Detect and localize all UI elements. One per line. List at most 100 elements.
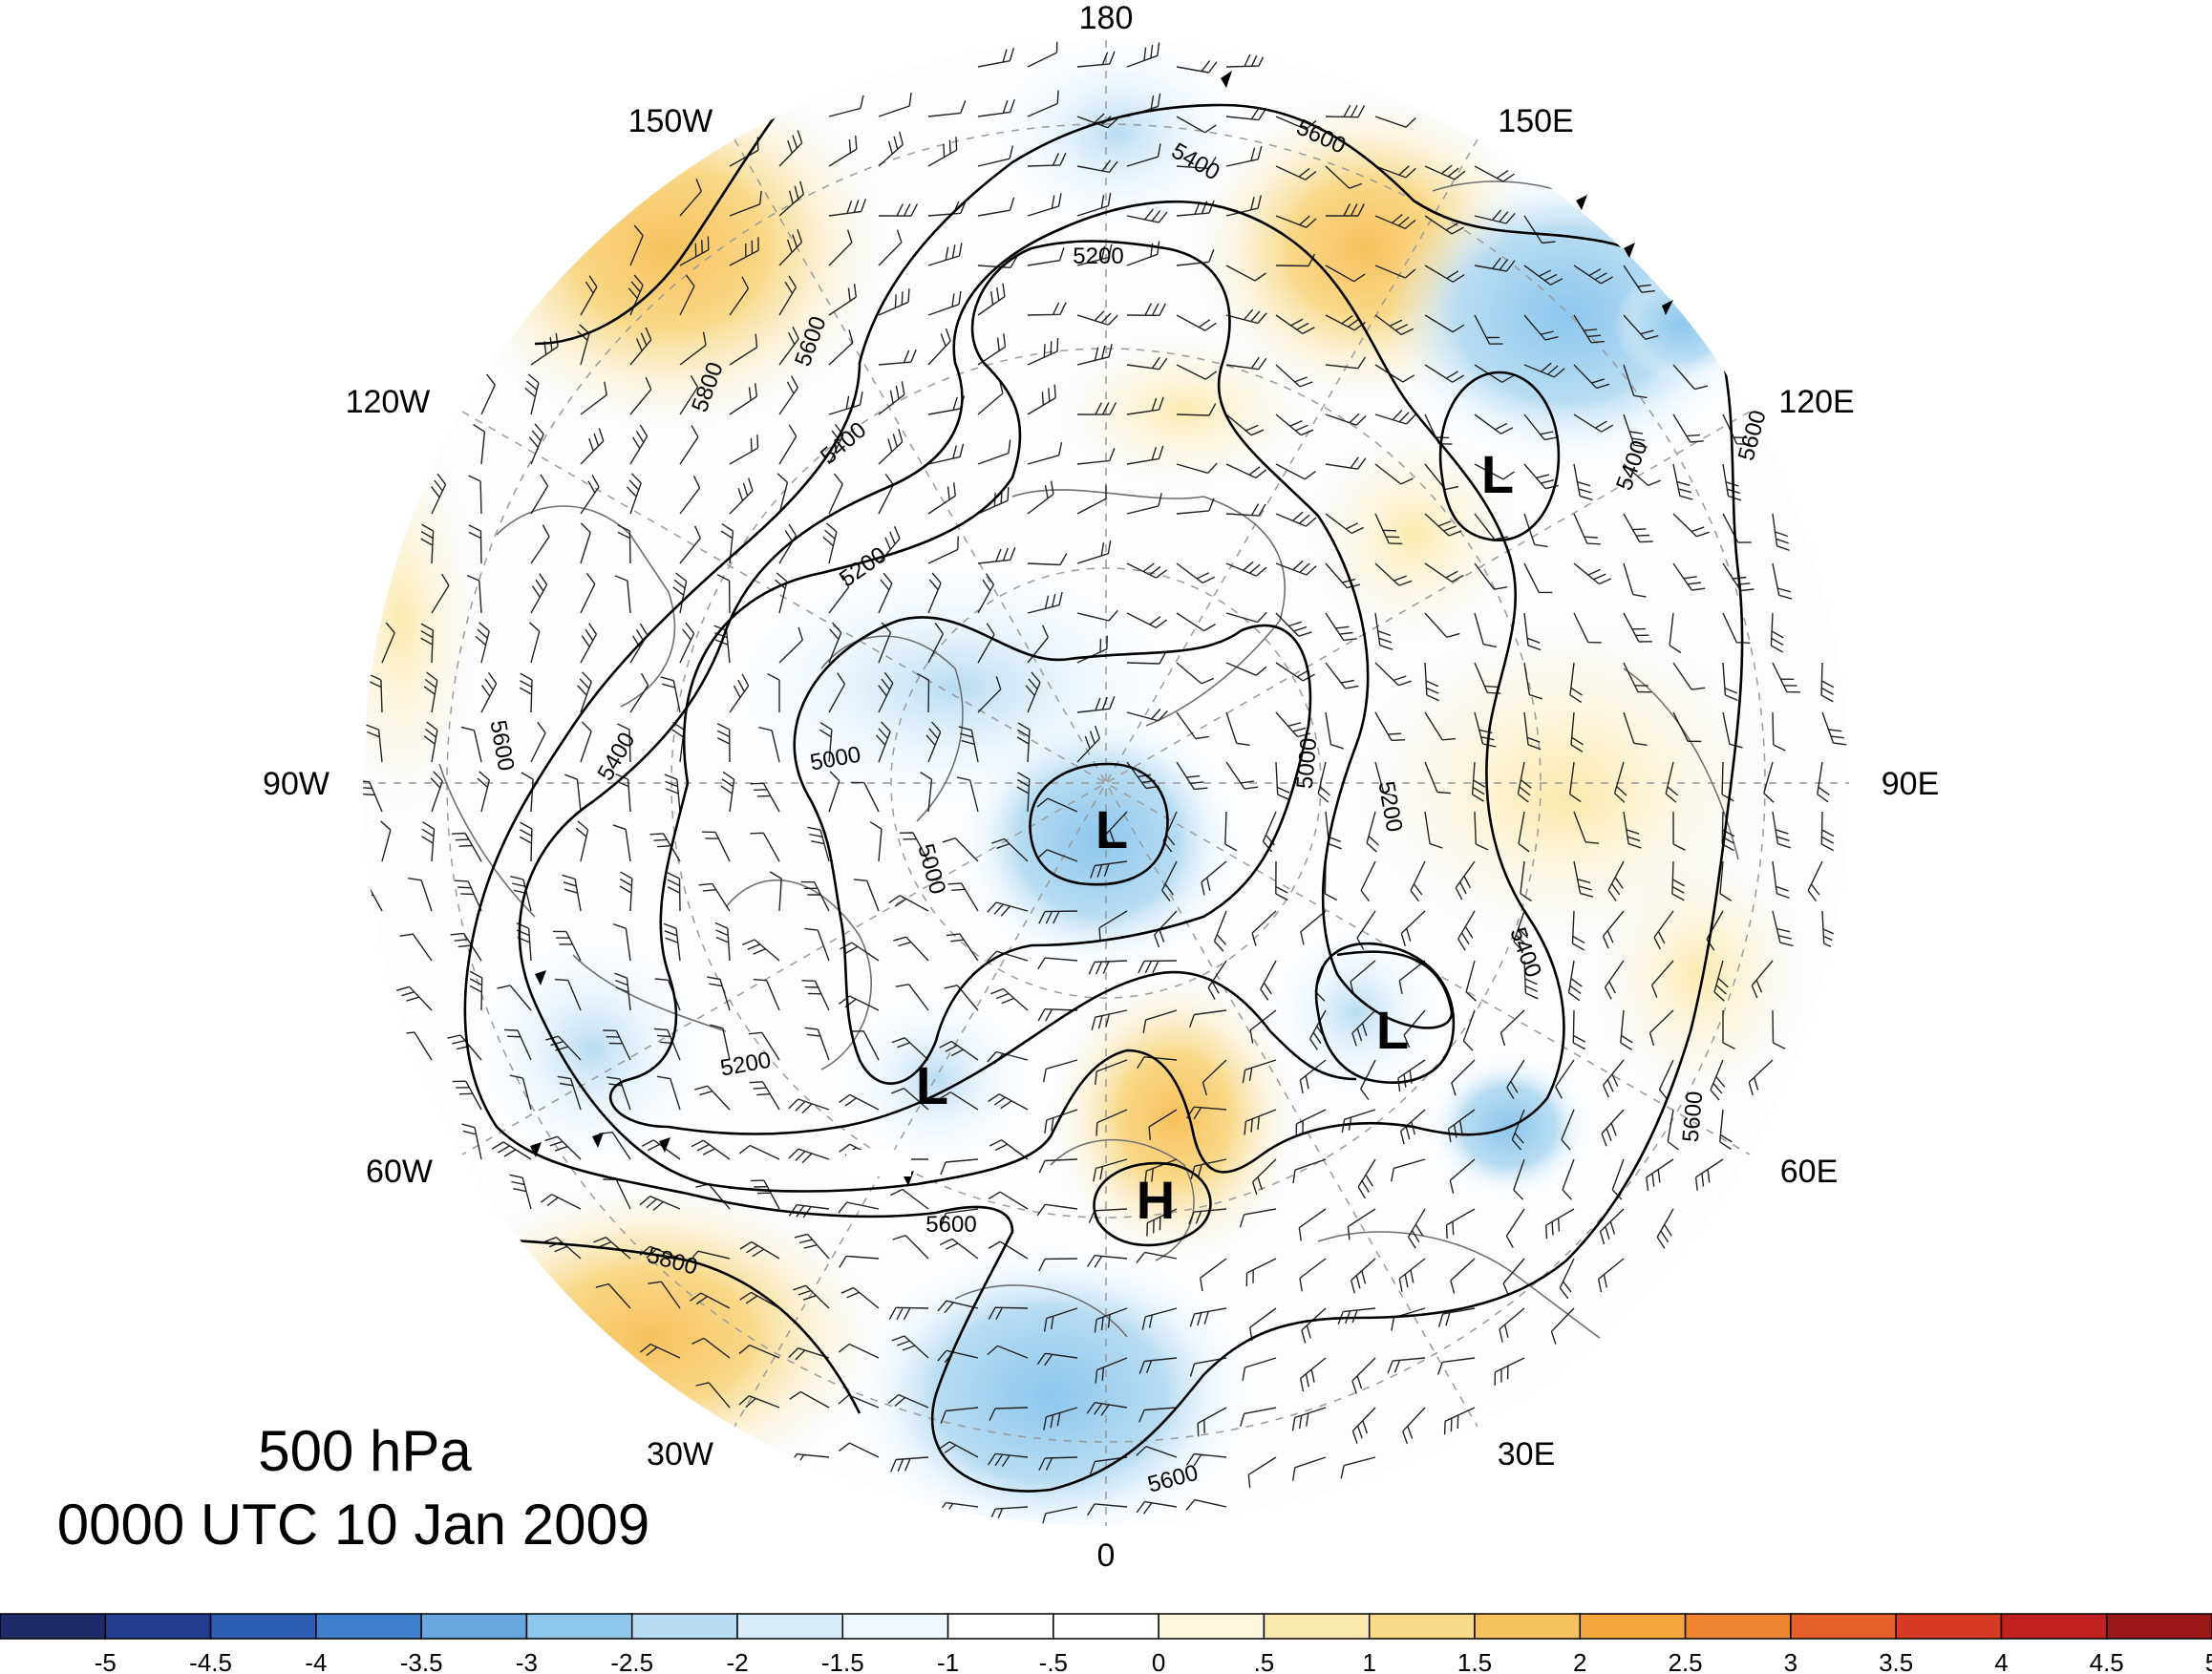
wind-barb [1357, 1158, 1376, 1199]
wind-barb [614, 972, 631, 1011]
wind-barb [491, 1141, 532, 1160]
colorbar-box [1895, 1613, 2003, 1640]
wind-barb [1325, 413, 1367, 426]
wind-barb [1141, 1307, 1178, 1330]
wind-barb [1016, 772, 1031, 813]
wind-barb [739, 1291, 780, 1309]
colorbar-tick-label: 2 [1573, 1648, 1586, 1674]
wind-barb [1027, 193, 1062, 217]
wind-barb [614, 575, 631, 614]
wind-barb [1292, 1158, 1327, 1184]
wind-barb [878, 572, 893, 614]
wind-barb [1225, 146, 1263, 167]
wind-barb [987, 901, 1029, 917]
wind-barb [421, 821, 436, 862]
wind-barb [1570, 711, 1584, 752]
wind-barb [1672, 662, 1706, 690]
wind-barb [366, 724, 383, 763]
wind-barb [987, 950, 1029, 962]
wind-barb [1573, 562, 1612, 585]
wind-barb [1424, 711, 1457, 741]
wind-barb [1623, 562, 1647, 598]
colorbar-tick-label: 1 [1362, 1648, 1375, 1674]
wind-barb [1820, 811, 1835, 852]
wind-barb [1043, 1307, 1078, 1332]
wind-barb [1176, 200, 1215, 217]
wind-barb [1602, 1059, 1625, 1098]
wind-barb [1185, 1498, 1227, 1511]
wind-barb [1611, 1158, 1625, 1200]
colorbar-tick-label: -3.5 [400, 1648, 443, 1674]
wind-barb [593, 1237, 631, 1260]
wind-barb [399, 933, 433, 962]
wind-barb [1176, 60, 1218, 74]
wind-barb [977, 145, 1014, 167]
wind-barb [629, 376, 652, 415]
wind-barb [1672, 364, 1709, 391]
wind-barb [1474, 209, 1516, 224]
wind-barb [1036, 1352, 1078, 1367]
wind-barb [667, 872, 681, 912]
wind-barb [543, 1236, 582, 1260]
wind-barb [1095, 1109, 1128, 1136]
wind-barb [1374, 116, 1416, 128]
wind-barb [1451, 1059, 1476, 1096]
wind-barb [1555, 1059, 1575, 1099]
wind-barb [1523, 362, 1565, 378]
lon-label-60e: 60E [1780, 1154, 1839, 1190]
wind-barb [580, 721, 592, 763]
wind-barb [804, 927, 830, 962]
wind-barb [1397, 1059, 1426, 1092]
wind-barb [1126, 761, 1159, 790]
wind-barb [729, 276, 750, 316]
wind-barb [1275, 364, 1313, 388]
wind-barb [1076, 310, 1118, 326]
wind-barb [1087, 1255, 1128, 1268]
lon-label-120e: 120E [1778, 384, 1854, 420]
wind-barb [617, 524, 631, 564]
wind-barb [778, 326, 799, 366]
wind-barb [1225, 308, 1267, 325]
plot-title: 500 hPa 0000 UTC 10 Jan 2009 [57, 1419, 649, 1557]
wind-barb [1722, 413, 1751, 445]
lon-label-120w: 120W [346, 384, 431, 420]
colorbar-tick-label: 1.5 [1457, 1648, 1492, 1674]
wind-barb [713, 625, 731, 664]
wind-barb [1091, 1009, 1128, 1030]
colorbar-box [736, 1613, 844, 1640]
wind-barb [1325, 662, 1359, 689]
wind-barb [778, 626, 803, 664]
wind-barb [1225, 53, 1266, 68]
wind-barb [1027, 337, 1059, 366]
wind-barb [1669, 612, 1682, 654]
wind-barb [1325, 104, 1366, 118]
wind-barb [1573, 314, 1606, 344]
wind-barb [1523, 612, 1542, 651]
wind-barb [580, 572, 596, 614]
wind-barb [679, 179, 702, 217]
lon-label-30e: 30E [1498, 1436, 1556, 1473]
wind-barb [927, 243, 963, 266]
colorbar-tick-label: 3.5 [1879, 1648, 1913, 1674]
wind-barb [893, 936, 929, 962]
wind-barb [1225, 761, 1259, 790]
wind-barb [509, 1174, 532, 1210]
wind-barb [639, 1196, 681, 1212]
wind-barb [1126, 445, 1164, 465]
wind-barb [990, 987, 1029, 1011]
wind-barb [1076, 402, 1117, 415]
wind-barb [691, 1337, 731, 1359]
wind-barb [1240, 1407, 1277, 1427]
wind-barb [1027, 152, 1067, 167]
colorbar-box [1053, 1613, 1159, 1640]
wind-barb [1340, 1456, 1376, 1479]
wind-barb [1016, 722, 1031, 763]
colorbar: -5 -4.5 -4 -3.5 -3 -2.5 -2 -1.5 -1 -.5 0 .5 1 1.5 2 2.5… [0, 1613, 2212, 1674]
wind-barb [778, 424, 798, 465]
wind-barb [1772, 860, 1790, 900]
wind-barb [1374, 314, 1414, 336]
wind-barb [408, 878, 433, 912]
wind-barb [381, 622, 395, 664]
wind-barb [1721, 761, 1734, 802]
wind-barb [363, 881, 383, 912]
